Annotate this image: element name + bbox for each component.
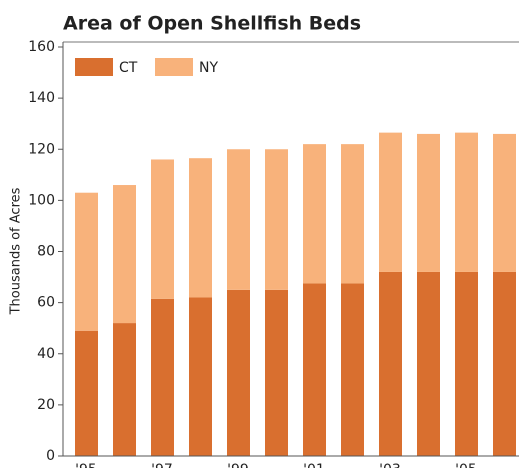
bar-segment	[303, 283, 326, 456]
bar-segment	[75, 330, 98, 456]
bar-segment	[265, 149, 288, 290]
y-tick-label: 100	[28, 192, 55, 208]
y-tick-label: 0	[46, 448, 55, 464]
bar-segment	[493, 271, 516, 456]
y-tick-label: 20	[37, 397, 55, 413]
bar-segment	[75, 192, 98, 331]
x-tick-label: '05	[455, 462, 477, 468]
x-tick-label: '99	[227, 462, 249, 468]
y-tick-label: 160	[28, 39, 55, 55]
x-tick-label: '01	[303, 462, 325, 468]
bar-segment	[151, 298, 174, 456]
bar-segment	[455, 271, 478, 456]
y-axis-label: Thousands of Acres	[9, 187, 24, 315]
legend-label: CT	[119, 60, 138, 76]
chart-title: Area of Open Shellfish Beds	[63, 13, 361, 35]
legend-swatch	[155, 58, 193, 76]
bar-segment	[151, 159, 174, 299]
y-tick-label: 120	[28, 141, 55, 157]
x-tick-label: '03	[379, 462, 401, 468]
y-tick-label: 60	[37, 295, 55, 311]
legend-swatch	[75, 58, 113, 76]
bar-segment	[379, 132, 402, 272]
bar-segment	[113, 323, 136, 456]
bar-segment	[455, 132, 478, 272]
x-tick-label: '97	[151, 462, 173, 468]
y-tick-label: 140	[28, 90, 55, 106]
bar-segment	[227, 149, 250, 290]
y-tick-label: 40	[37, 346, 55, 362]
bar-segment	[303, 144, 326, 284]
bar-segment	[417, 133, 440, 272]
bar-segment	[379, 271, 402, 456]
bar-segment	[189, 297, 212, 456]
bar-segment	[189, 158, 212, 298]
bar-segment	[113, 185, 136, 324]
legend-label: NY	[199, 60, 218, 76]
bar-segment	[265, 289, 288, 456]
bar-segment	[493, 133, 516, 272]
bar-segment	[227, 289, 250, 456]
x-tick-label: '95	[75, 462, 97, 468]
y-tick-label: 80	[37, 244, 55, 260]
bar-segment	[341, 144, 364, 284]
bar-segment	[341, 283, 364, 456]
bar-segment	[417, 271, 440, 456]
